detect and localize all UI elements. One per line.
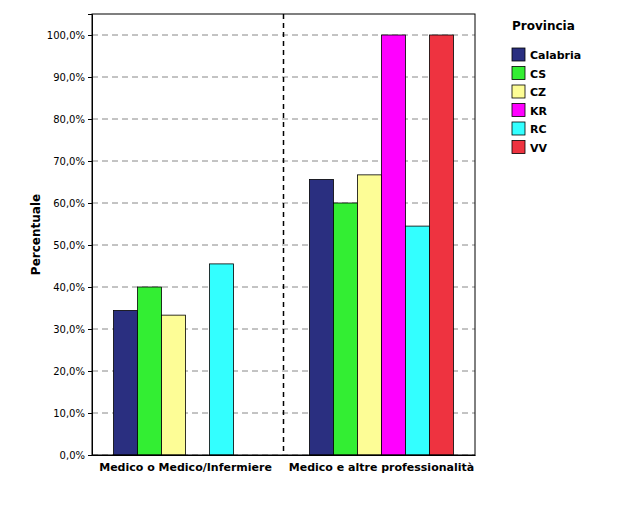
tick-mark xyxy=(88,371,92,372)
legend-item: CS xyxy=(512,67,546,81)
legend-title: Provincia xyxy=(512,19,575,33)
tick: 40,0% xyxy=(53,282,92,293)
legend-item: Calabria xyxy=(512,48,581,62)
y-axis-title: Percentuale xyxy=(29,194,43,275)
legend: Provincia Calabria CS CZ KR RC VV xyxy=(512,19,581,155)
tick-mark xyxy=(88,413,92,414)
bar xyxy=(333,203,357,455)
tick: 80,0% xyxy=(53,114,92,125)
tick-label: Medico e altre professionalità xyxy=(289,461,474,474)
chart: 0,0% 10,0% 20,0% 30,0% 40,0% 50,0% 60,0% 70,0% 8… xyxy=(0,0,633,528)
tick-label: 20,0% xyxy=(53,366,85,377)
tick: Medico o Medico/Infermiere xyxy=(99,455,272,474)
tick: Medico e altre professionalità xyxy=(289,455,474,474)
legend-swatch xyxy=(512,104,525,117)
tick: 70,0% xyxy=(53,156,92,167)
plot: 0,0% 10,0% 20,0% 30,0% 40,0% 50,0% 60,0% 70,0% 8… xyxy=(47,14,476,474)
legend-label: Calabria xyxy=(530,49,581,62)
tick-label: 50,0% xyxy=(53,240,85,251)
legend-label: RC xyxy=(530,123,547,136)
tick-label: 70,0% xyxy=(53,156,85,167)
axis-line xyxy=(88,15,93,456)
legend-swatch xyxy=(512,67,525,80)
tick-label: 60,0% xyxy=(53,198,85,209)
tick-label: 100,0% xyxy=(47,30,85,41)
tick-mark xyxy=(88,329,92,330)
tick-label: 80,0% xyxy=(53,114,85,125)
tick-mark xyxy=(88,203,92,204)
bar xyxy=(114,311,138,455)
legend-label: KR xyxy=(530,105,548,118)
tick-label: 90,0% xyxy=(53,72,85,83)
legend-item: RC xyxy=(512,122,547,136)
bar xyxy=(381,35,405,455)
axis-line xyxy=(93,455,476,456)
tick: 90,0% xyxy=(53,72,92,83)
bar xyxy=(210,264,234,455)
tick: 30,0% xyxy=(53,324,92,335)
legend-item: VV xyxy=(512,141,548,155)
tick: 10,0% xyxy=(53,408,92,419)
tick-mark xyxy=(88,77,92,78)
tick-mark xyxy=(88,455,92,456)
tick-mark xyxy=(88,245,92,246)
grid-line xyxy=(92,119,475,120)
legend-swatch xyxy=(512,122,525,135)
tick: 20,0% xyxy=(53,366,92,377)
tick-label: 40,0% xyxy=(53,282,85,293)
legend-label: VV xyxy=(530,142,548,155)
plot-frame xyxy=(92,14,475,455)
legend-swatch xyxy=(512,141,525,154)
group-separator xyxy=(283,14,285,455)
bar xyxy=(162,315,186,455)
bar xyxy=(429,35,453,455)
legend-item: CZ xyxy=(512,85,546,99)
bars xyxy=(114,35,454,455)
bar xyxy=(357,175,381,455)
tick: 100,0% xyxy=(47,30,92,41)
x-axis: Medico o Medico/Infermiere Medico e altre… xyxy=(93,455,476,474)
tick-mark xyxy=(88,287,92,288)
bar xyxy=(405,226,429,455)
legend-label: CZ xyxy=(530,86,546,99)
tick-label: Medico o Medico/Infermiere xyxy=(99,461,272,474)
legend-label: CS xyxy=(530,68,546,81)
legend-item: KR xyxy=(512,104,548,118)
tick-label: 10,0% xyxy=(53,408,85,419)
tick-label: 30,0% xyxy=(53,324,85,335)
bar xyxy=(309,179,333,455)
tick-label: 0,0% xyxy=(60,450,85,461)
tick: 50,0% xyxy=(53,240,92,251)
tick: 60,0% xyxy=(53,198,92,209)
tick: 0,0% xyxy=(60,450,92,461)
legend-swatch xyxy=(512,85,525,98)
tick-mark xyxy=(88,35,92,36)
legend-swatch xyxy=(512,48,525,61)
bar xyxy=(138,287,162,455)
tick-mark xyxy=(88,161,92,162)
tick-mark xyxy=(88,119,92,120)
y-axis: 0,0% 10,0% 20,0% 30,0% 40,0% 50,0% 60,0% 70,0% 8… xyxy=(47,15,93,461)
